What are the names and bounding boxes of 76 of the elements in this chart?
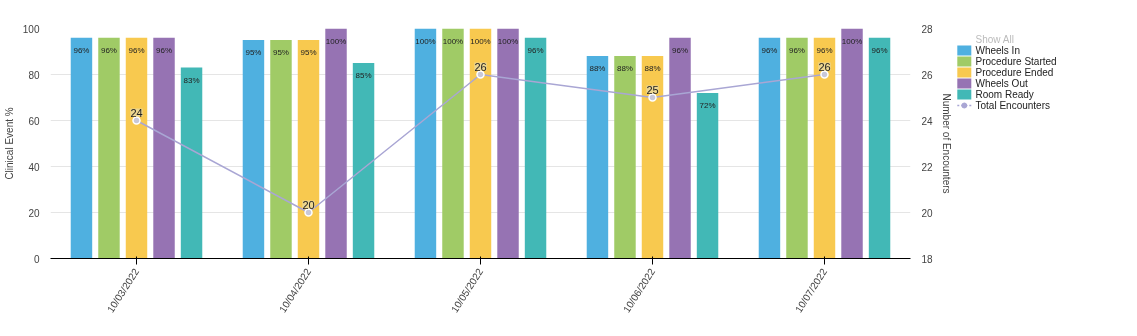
bar xyxy=(586,56,609,259)
bar xyxy=(242,40,265,259)
y2-tick-label: 20 xyxy=(921,207,934,219)
bar xyxy=(325,28,347,259)
data-label: 20 xyxy=(302,198,315,211)
data-label: 95% xyxy=(300,48,317,57)
legend-label: Procedure Ended xyxy=(975,67,1054,78)
bar xyxy=(442,28,464,259)
bar xyxy=(153,37,175,259)
data-label: 100% xyxy=(415,36,436,46)
data-label: 25 xyxy=(646,83,659,96)
data-label: 96% xyxy=(128,45,145,55)
y-tick-label: 80 xyxy=(28,69,40,81)
data-label: 96% xyxy=(100,45,117,55)
y-tick-label: 0 xyxy=(33,253,40,265)
data-label: 100% xyxy=(325,36,347,46)
data-label: 96% xyxy=(816,45,833,55)
legend-label: Wheels Out xyxy=(975,78,1028,89)
bar xyxy=(497,28,519,259)
legend-label: Room Ready xyxy=(975,89,1034,100)
legend-label: Total Encounters xyxy=(975,100,1050,111)
y2-axis-title: Number of Encounters xyxy=(940,93,952,194)
data-label: 24 xyxy=(130,106,143,119)
data-label: 96% xyxy=(788,45,805,55)
bar xyxy=(414,28,437,259)
bar xyxy=(98,37,120,259)
y-tick-label: 40 xyxy=(28,161,40,173)
bar xyxy=(868,37,891,259)
bar xyxy=(669,37,691,259)
data-label: 88% xyxy=(644,64,661,74)
data-label: 88% xyxy=(589,64,606,74)
data-label: 100% xyxy=(497,36,519,46)
bar xyxy=(270,40,292,259)
y-tick-label: 60 xyxy=(28,115,40,127)
data-label: 95% xyxy=(272,48,289,57)
bar xyxy=(180,67,203,259)
data-label: 72% xyxy=(699,100,716,110)
y-axis-title: Clinical Event % xyxy=(3,107,15,180)
data-label: 96% xyxy=(672,45,689,55)
data-label: 88% xyxy=(616,64,633,74)
bar xyxy=(352,63,375,259)
bar xyxy=(786,37,808,259)
data-label: 96% xyxy=(871,45,888,55)
legend-label: Wheels In xyxy=(975,45,1020,56)
data-label: 100% xyxy=(442,36,464,46)
y-tick-label: 100 xyxy=(22,23,40,35)
data-label: 96% xyxy=(761,45,778,55)
data-label: 96% xyxy=(527,45,544,55)
y2-tick-label: 28 xyxy=(921,23,934,35)
text: Show All xyxy=(975,34,1014,45)
data-label: 26 xyxy=(818,60,831,73)
y2-tick-label: 22 xyxy=(921,161,934,173)
y2-tick-label: 18 xyxy=(921,253,934,265)
data-label: 95% xyxy=(245,48,262,57)
bar xyxy=(758,37,781,259)
data-label: 85% xyxy=(355,71,372,80)
bar xyxy=(813,37,836,259)
data-label: 100% xyxy=(841,36,863,46)
bar xyxy=(841,28,863,259)
bar xyxy=(641,56,664,259)
data-label: 100% xyxy=(470,36,491,46)
y2-tick-label: 24 xyxy=(921,115,934,127)
bar xyxy=(469,28,492,259)
data-label: 26 xyxy=(474,60,487,73)
bar xyxy=(524,37,547,259)
bar xyxy=(125,37,148,259)
y2-tick-label: 26 xyxy=(921,69,934,81)
data-label: 96% xyxy=(73,45,90,55)
bar xyxy=(614,56,636,259)
data-label: 96% xyxy=(156,45,173,55)
bar xyxy=(70,37,93,259)
bar xyxy=(297,40,320,259)
legend-label: Procedure Started xyxy=(975,56,1057,67)
data-label: 83% xyxy=(183,75,200,85)
bar xyxy=(696,92,719,259)
y-tick-label: 20 xyxy=(28,207,40,219)
